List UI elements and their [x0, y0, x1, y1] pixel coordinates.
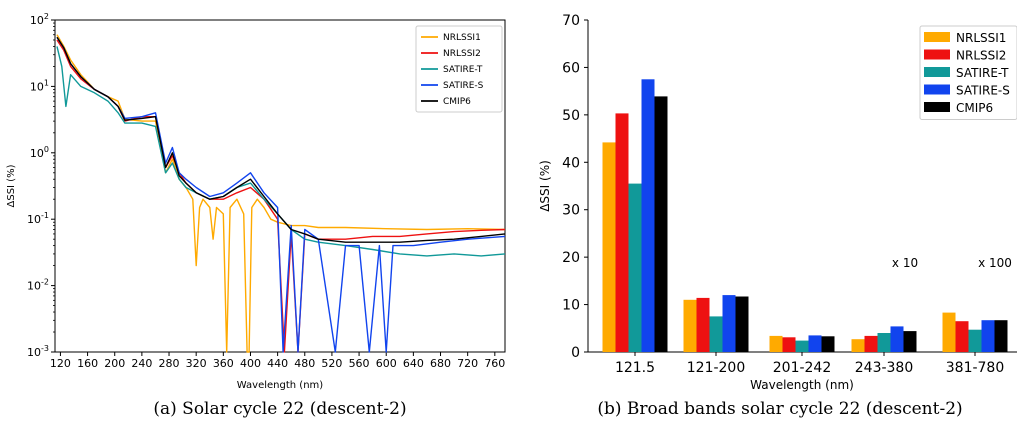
- panel-a-y-tick-label: 100: [30, 145, 49, 160]
- panel-a-x-tick-label: 200: [104, 357, 125, 370]
- panel-a-legend-entry: NRLSSI1: [443, 33, 481, 43]
- panel-a-x-tick-label: 320: [186, 357, 207, 370]
- panel-b-y-tick-label: 60: [562, 60, 580, 76]
- panel-a-x-tick-label: 400: [240, 357, 261, 370]
- panel-b-bar-cmip6: [655, 96, 668, 352]
- panel-a-x-tick-label: 360: [213, 357, 234, 370]
- panel-b-bar-nrlssi1: [684, 300, 697, 352]
- panel-b-caption: (b) Broad bands solar cycle 22 (descent-…: [597, 399, 962, 419]
- panel-b-bar-satire-t: [878, 333, 891, 352]
- panel-a-x-tick-label: 480: [294, 357, 315, 370]
- panel-b-legend-entry: NRLSSI2: [956, 49, 1006, 63]
- panel-b-bar-satire-t: [796, 341, 809, 352]
- panel-b-x-axis-label: Wavelength (nm): [750, 378, 854, 392]
- panel-b-y-tick-label: 30: [562, 203, 580, 219]
- panel-b-bar-nrlssi1: [603, 142, 616, 352]
- panel-b-annotation-x100: x 100: [978, 256, 1012, 270]
- panel-b-bar-nrlssi2: [956, 321, 969, 352]
- panel-a-y-tick-label: 10-3: [27, 344, 49, 359]
- panel-a-x-tick-label: 280: [159, 357, 180, 370]
- panel-b-y-tick-label: 0: [571, 345, 580, 361]
- panel-b-x-tick-label: 381-780: [946, 360, 1005, 376]
- panel-a-x-tick-label: 680: [430, 357, 451, 370]
- panel-b-bar-cmip6: [995, 320, 1008, 352]
- panel-a-legend-entry: SATIRE-S: [443, 81, 484, 91]
- panel-b-bar-satire-s: [809, 335, 822, 352]
- panel-b-x-tick-label: 121.5: [615, 360, 655, 376]
- panel-b-bar-cmip6: [736, 297, 749, 353]
- panel-a-x-tick-label: 600: [376, 357, 397, 370]
- panel-b-bar-nrlssi1: [770, 336, 783, 352]
- panel-b: 0 10 20 30 40 50 60 70 121.5 121-200 201-242 243-3…: [538, 13, 1017, 419]
- panel-b-legend-swatch: [924, 32, 950, 42]
- panel-b-bar-satire-s: [891, 326, 904, 352]
- panel-a-x-tick-label: 640: [403, 357, 424, 370]
- panel-a-legend-entry: SATIRE-T: [443, 65, 483, 75]
- panel-b-x-tick-label: 243-380: [855, 360, 914, 376]
- panel-b-x-tick-label: 121-200: [687, 360, 746, 376]
- panel-b-bar-satire-t: [710, 316, 723, 352]
- panel-a-caption: (a) Solar cycle 22 (descent-2): [153, 399, 406, 419]
- panel-a-x-ticks: 120 160 200 240 280 320 360 400 440 480 520 560 600 6…: [50, 352, 505, 370]
- panel-b-y-tick-label: 20: [562, 250, 580, 266]
- panel-b-legend-swatch: [924, 67, 950, 77]
- panel-b-bar-nrlssi1: [943, 313, 956, 352]
- panel-b-legend-swatch: [924, 50, 950, 60]
- panel-a-x-tick-label: 240: [131, 357, 152, 370]
- panel-b-legend: NRLSSI1 NRLSSI2 SATIRE-T SATIRE-S CMIP6: [920, 26, 1017, 120]
- panel-b-legend-entry: SATIRE-T: [956, 66, 1009, 80]
- panel-a-y-tick-label: 10-2: [27, 278, 49, 293]
- panel-b-bar-satire-t: [969, 330, 982, 352]
- panel-a-x-tick-label: 160: [77, 357, 98, 370]
- panel-b-bar-satire-t: [629, 184, 642, 352]
- panel-b-y-axis-label: ΔSSI (%): [538, 160, 552, 212]
- panel-a: 120 160 200 240 280 320 360 400 440 480 520 560 600 6…: [6, 12, 505, 419]
- panel-b-y-tick-label: 70: [562, 13, 580, 29]
- panel-b-bar-cmip6: [822, 336, 835, 352]
- panel-b-bar-satire-s: [982, 320, 995, 352]
- panel-b-y-tick-label: 10: [562, 298, 580, 314]
- panel-b-bar-nrlssi2: [783, 337, 796, 352]
- panel-a-legend-entry: CMIP6: [443, 97, 471, 107]
- panel-b-bar-cmip6: [904, 331, 917, 352]
- panel-a-x-axis-label: Wavelength (nm): [237, 380, 323, 391]
- panel-b-y-tick-label: 40: [562, 155, 580, 171]
- panel-b-legend-swatch: [924, 102, 950, 112]
- panel-b-bar-satire-s: [642, 79, 655, 352]
- panel-b-bars: [603, 79, 1008, 352]
- panel-b-legend-entry: SATIRE-S: [956, 84, 1010, 98]
- panel-b-y-ticks: 0 10 20 30 40 50 60 70: [562, 13, 588, 361]
- panel-a-x-tick-label: 520: [321, 357, 342, 370]
- panel-a-x-tick-label: 760: [484, 357, 505, 370]
- panel-a-x-tick-label: 720: [457, 357, 478, 370]
- panel-a-x-tick-label: 560: [349, 357, 370, 370]
- panel-b-legend-entry: NRLSSI1: [956, 31, 1006, 45]
- panel-b-bar-satire-s: [723, 295, 736, 352]
- panel-a-legend-entry: NRLSSI2: [443, 49, 481, 59]
- panel-b-legend-entry: CMIP6: [956, 101, 993, 115]
- panel-a-y-tick-label: 10-1: [27, 211, 49, 226]
- panel-b-bar-nrlssi2: [865, 336, 878, 352]
- panel-b-annotation-x10: x 10: [892, 256, 918, 270]
- panel-b-bar-nrlssi2: [616, 113, 629, 352]
- panel-b-x-tick-label: 201-242: [773, 360, 832, 376]
- panel-a-y-axis-label: ΔSSI (%): [6, 164, 17, 207]
- panel-b-legend-swatch: [924, 85, 950, 95]
- panel-b-x-ticks: 121.5 121-200 201-242 243-380 381-780: [615, 352, 1004, 376]
- panel-a-y-ticks: 10-3 10-2 10-1 100 101 102: [27, 12, 55, 359]
- panel-a-x-tick-label: 440: [267, 357, 288, 370]
- panel-b-bar-nrlssi1: [852, 339, 865, 352]
- panel-b-y-tick-label: 50: [562, 108, 580, 124]
- panel-b-bar-nrlssi2: [697, 298, 710, 352]
- panel-a-legend: NRLSSI1 NRLSSI2 SATIRE-T SATIRE-S CMIP6: [416, 26, 502, 112]
- panel-a-x-tick-label: 120: [50, 357, 71, 370]
- panel-a-y-tick-label: 101: [30, 78, 49, 93]
- panel-a-y-tick-label: 102: [30, 12, 49, 27]
